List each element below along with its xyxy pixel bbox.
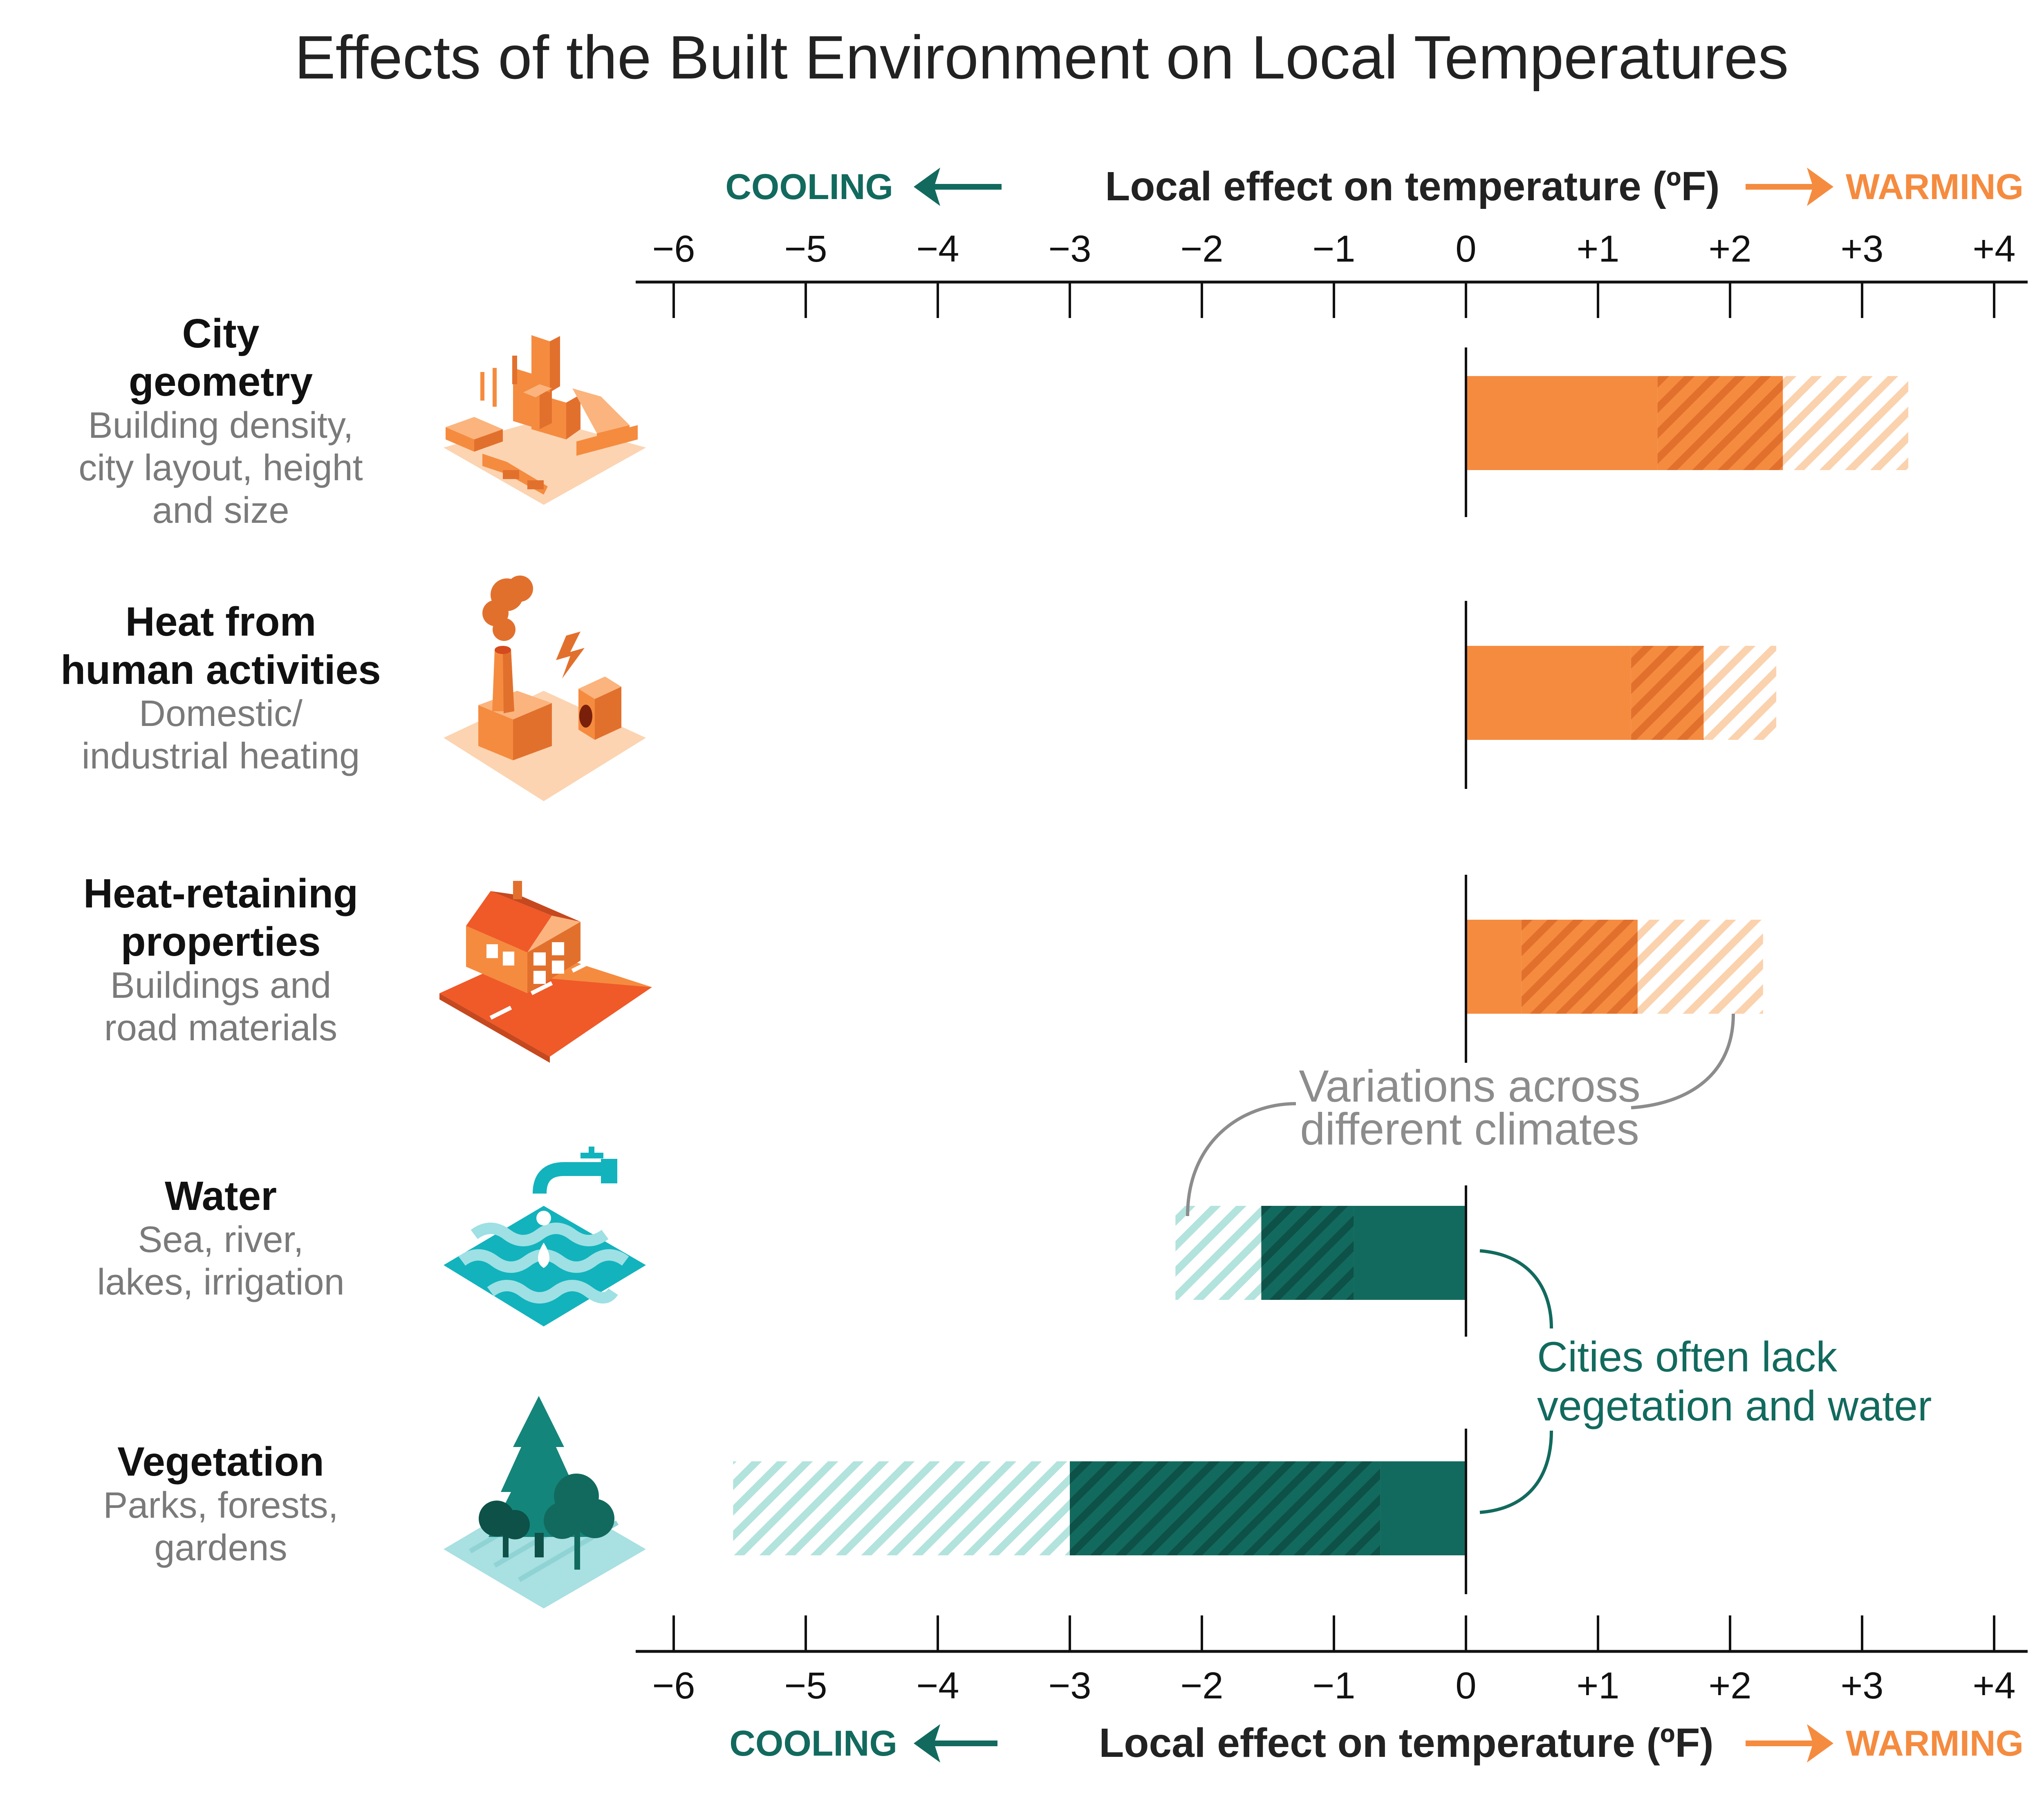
bar-group xyxy=(1466,376,1909,470)
variations-line-1: Variations across xyxy=(1299,1061,1641,1111)
top-tick-label: −5 xyxy=(784,228,827,270)
bottom-cooling-arrow-icon xyxy=(914,1724,997,1763)
bar-solid-segment xyxy=(1466,376,1658,470)
bottom-tick-label: +2 xyxy=(1709,1665,1752,1707)
lack-line-1: Cities often lack xyxy=(1537,1333,1838,1381)
bar-overlap-segment xyxy=(1261,1206,1354,1300)
top-cooling-label: COOLING xyxy=(725,166,893,207)
category-description: Domestic/ xyxy=(139,693,303,734)
top-tick-label: −3 xyxy=(1049,228,1091,270)
axes: −6 −5 −4 −3 −2 −1 0 +1 +2 +3 +4 −6 −5 −4 −3 −2 −1 0 +1 +2 +3… xyxy=(636,228,2028,1707)
bar-range-segment xyxy=(1175,1206,1262,1300)
top-tick-label: +4 xyxy=(1973,228,2016,270)
bar-solid-segment xyxy=(1354,1206,1466,1300)
category-name: Heat from xyxy=(126,599,316,645)
category-description: Buildings and xyxy=(110,965,331,1006)
top-tick-label: −1 xyxy=(1313,228,1356,270)
bars xyxy=(733,376,1909,1555)
top-warming-arrow-icon xyxy=(1746,168,1833,206)
bottom-warming-label: WARMING xyxy=(1846,1723,2024,1763)
category-description: Building density, xyxy=(88,405,354,446)
category-name: City xyxy=(182,311,260,356)
top-axis-header: COOLING Local effect on temperature (ºF)… xyxy=(725,164,2024,209)
category-description: road materials xyxy=(104,1008,337,1048)
bottom-tick-label: −1 xyxy=(1313,1665,1356,1707)
house-road-icon xyxy=(439,881,652,1063)
category-name: properties xyxy=(121,919,320,965)
city-buildings-icon xyxy=(444,335,646,505)
bottom-tick-label: +4 xyxy=(1973,1665,2016,1707)
bar-overlap-segment xyxy=(1521,920,1638,1014)
bar-solid-segment xyxy=(1380,1461,1466,1555)
bottom-tick-label: +1 xyxy=(1577,1665,1620,1707)
bar-solid-segment xyxy=(1466,920,1522,1014)
bar-group xyxy=(1466,920,1763,1014)
trees-icon xyxy=(444,1396,646,1608)
variations-annotation: Variations across different climates xyxy=(1186,1013,1735,1216)
category-description: gardens xyxy=(154,1528,287,1568)
bottom-tick-label: −4 xyxy=(917,1665,959,1707)
bar-overlap-segment xyxy=(1631,646,1704,740)
top-tick-label: −6 xyxy=(652,228,695,270)
top-tick-label: +2 xyxy=(1709,228,1752,270)
lack-line-2: vegetation and water xyxy=(1537,1382,1932,1430)
category-description: Parks, forests, xyxy=(103,1485,338,1526)
bar-overlap-segment xyxy=(1657,376,1783,470)
bottom-tick-label: −3 xyxy=(1049,1665,1091,1707)
top-tick-label: +1 xyxy=(1577,228,1620,270)
bar-solid-segment xyxy=(1466,646,1631,740)
bottom-tick-label: +3 xyxy=(1841,1665,1884,1707)
bottom-tick-label: −6 xyxy=(652,1665,695,1707)
bottom-axis-title: Local effect on temperature (ºF) xyxy=(1099,1720,1713,1766)
bottom-tick-label: −5 xyxy=(784,1665,827,1707)
water-tap-icon xyxy=(444,1147,646,1326)
chart-title: Effects of the Built Environment on Loca… xyxy=(295,23,1789,92)
bar-range-segment xyxy=(733,1461,1070,1555)
top-tick-label: +3 xyxy=(1841,228,1884,270)
category-name: geometry xyxy=(129,359,313,405)
category-description: city layout, height xyxy=(78,448,363,488)
bar-overlap-segment xyxy=(1070,1461,1381,1555)
bottom-tick-label: 0 xyxy=(1455,1665,1476,1707)
category-name: human activities xyxy=(61,647,381,693)
category-description: Sea, river, xyxy=(138,1219,303,1260)
variations-line-2: different climates xyxy=(1300,1104,1639,1154)
bottom-cooling-label: COOLING xyxy=(729,1723,897,1763)
top-tick-label: −2 xyxy=(1181,228,1224,270)
bottom-tick-label: −2 xyxy=(1181,1665,1224,1707)
factory-icon xyxy=(444,576,646,801)
bar-group xyxy=(1175,1206,1466,1300)
bottom-axis-header: COOLING Local effect on temperature (ºF)… xyxy=(729,1720,2024,1766)
category-name: Heat-retaining xyxy=(83,871,358,916)
category-description: industrial heating xyxy=(82,736,360,777)
top-tick-label: −4 xyxy=(917,228,959,270)
top-warming-label: WARMING xyxy=(1846,166,2024,207)
bar-group xyxy=(733,1461,1466,1555)
category-description: lakes, irrigation xyxy=(97,1262,344,1303)
bar-range-segment xyxy=(1783,376,1909,470)
category-icons xyxy=(439,335,652,1608)
bar-group xyxy=(1466,646,1777,740)
bar-range-segment xyxy=(1637,920,1763,1014)
bar-range-segment xyxy=(1703,646,1777,740)
category-name: Water xyxy=(165,1173,277,1219)
top-tick-label: 0 xyxy=(1455,228,1476,270)
category-name: Vegetation xyxy=(117,1439,324,1485)
bottom-warming-arrow-icon xyxy=(1746,1724,1833,1763)
category-description: and size xyxy=(152,490,289,531)
top-axis-title: Local effect on temperature (ºF) xyxy=(1105,164,1719,209)
lack-annotation: Cities often lack vegetation and water xyxy=(1479,1249,1932,1514)
top-cooling-arrow-icon xyxy=(914,168,1002,206)
